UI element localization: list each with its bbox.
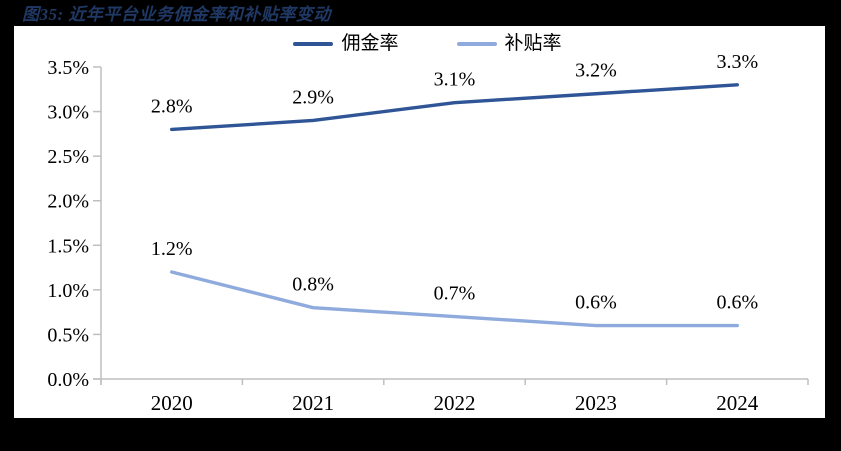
commission-rate-line-data-label: 3.2%: [575, 60, 617, 82]
x-axis-label: 2021: [292, 391, 334, 415]
subsidy-rate-line-data-label: 1.2%: [151, 238, 193, 260]
x-axis-label: 2020: [151, 391, 193, 415]
y-axis-tick-label: 0.0%: [47, 369, 89, 391]
line-chart: 0.0% 0.5% 1.0% 1.5% 2.0% 2.5% 3.0% 3.5% 2020 2021…: [47, 51, 809, 415]
x-axis-label: 2024: [716, 391, 759, 415]
x-axis-label: 2023: [575, 391, 617, 415]
commission-rate-line: [169, 83, 739, 132]
subsidy-rate-line: [169, 270, 739, 328]
y-axis-tick-label: 1.5%: [47, 235, 89, 257]
subsidy-rate-line-data-label: 0.7%: [434, 283, 476, 305]
y-axis-tick-label: 3.5%: [47, 57, 89, 79]
chart-title: 图35: 近年平台业务佣金率和补贴率变动: [22, 5, 331, 24]
legend-label-subsidy-rate: 补贴率: [504, 33, 562, 54]
subsidy-rate-line-data-label: 0.6%: [716, 292, 758, 314]
x-axis-label: 2022: [434, 391, 476, 415]
subsidy-rate-line-data-label: 0.6%: [575, 292, 617, 314]
chart-panel: 佣金率 补贴率 0.0% 0.5% 1.0% 1.5% 2.0% 2.5% 3.0% 3.5%…: [14, 26, 825, 418]
legend: 佣金率 补贴率: [22, 34, 833, 53]
commission-rate-line-data-label: 2.8%: [151, 95, 193, 117]
chart-title-bar: 图35: 近年平台业务佣金率和补贴率变动: [14, 0, 825, 25]
legend-label-commission-rate: 佣金率: [341, 33, 399, 54]
legend-item-subsidy-rate: 补贴率: [456, 33, 562, 54]
commission-rate-line-data-label: 3.3%: [716, 51, 758, 73]
commission-rate-line-swatch: [293, 41, 334, 46]
y-axis-tick-label: 3.0%: [47, 102, 89, 124]
subsidy-rate-line-swatch: [456, 41, 497, 46]
subsidy-rate-line-data-label: 0.8%: [292, 274, 334, 296]
commission-rate-line-data-label: 3.1%: [434, 69, 476, 91]
y-axis-tick-label: 0.5%: [47, 324, 89, 346]
y-axis-tick-label: 2.0%: [47, 191, 89, 213]
y-axis-tick-label: 1.0%: [47, 280, 89, 302]
commission-rate-line-data-label: 2.9%: [292, 86, 334, 108]
legend-item-commission-rate: 佣金率: [293, 33, 399, 54]
y-axis-tick-label: 2.5%: [47, 146, 89, 168]
